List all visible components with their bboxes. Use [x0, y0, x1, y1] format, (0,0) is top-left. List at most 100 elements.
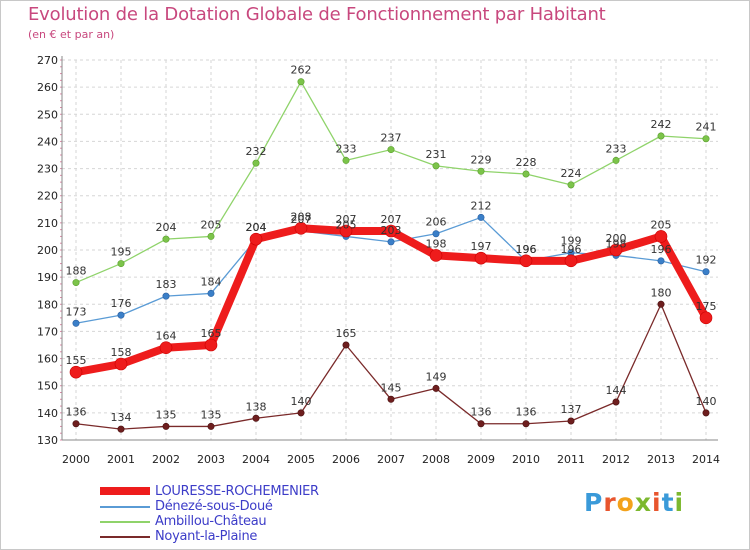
proxiti-logo: Proxiti: [584, 488, 684, 517]
y-tick-label-270: 270: [37, 54, 58, 67]
logo-letter: t: [661, 488, 675, 517]
data-label-ambillou-ch-teau-2013: 242: [651, 118, 672, 131]
data-point-d-nez-sous-dou--2002: [162, 292, 170, 300]
y-tick-label-150: 150: [37, 380, 58, 393]
data-label-ambillou-ch-teau-2005: 262: [291, 64, 312, 77]
data-label-louresse-rochemenier-2005: 208: [291, 210, 312, 223]
x-tick-label-2007: 2007: [377, 453, 405, 466]
data-label-noyant-la-plaine-2014: 140: [696, 395, 717, 408]
data-point-louresse-rochemenier-2008: [429, 249, 443, 262]
logo-letter: i: [652, 488, 662, 517]
data-point-ambillou-ch-teau-2001: [117, 260, 125, 268]
y-tick-label-200: 200: [37, 244, 58, 257]
data-point-noyant-la-plaine-2008: [432, 384, 440, 392]
logo-letter: o: [616, 488, 635, 517]
data-point-louresse-rochemenier-2000: [69, 365, 83, 379]
data-point-louresse-rochemenier-2006: [339, 224, 353, 238]
y-tick-label-140: 140: [37, 407, 58, 420]
data-label-ambillou-ch-teau-2009: 229: [471, 153, 492, 166]
data-point-ambillou-ch-teau-2008: [432, 162, 440, 170]
data-label-noyant-la-plaine-2013: 180: [651, 286, 672, 299]
data-label-noyant-la-plaine-2012: 144: [606, 384, 627, 397]
data-point-noyant-la-plaine-2011: [567, 417, 575, 425]
y-tick-label-130: 130: [37, 434, 58, 447]
data-label-ambillou-ch-teau-2014: 241: [696, 121, 717, 134]
data-point-louresse-rochemenier-2004: [249, 232, 263, 246]
data-label-d-nez-sous-dou--2010: 196: [516, 243, 537, 256]
data-point-ambillou-ch-teau-2009: [477, 167, 485, 175]
data-point-noyant-la-plaine-2010: [522, 420, 530, 428]
data-point-louresse-rochemenier-2011: [564, 254, 578, 268]
legend-swatch-deneze: [100, 506, 150, 508]
data-label-noyant-la-plaine-2001: 134: [111, 411, 132, 424]
data-label-louresse-rochemenier-2003: 165: [201, 327, 222, 340]
data-label-louresse-rochemenier-2011: 196: [561, 243, 582, 256]
data-label-louresse-rochemenier-2001: 158: [111, 346, 132, 359]
data-point-d-nez-sous-dou--2007: [387, 238, 395, 246]
data-point-ambillou-ch-teau-2005: [297, 78, 305, 86]
x-tick-label-2001: 2001: [107, 453, 135, 466]
x-tick-label-2011: 2011: [557, 453, 585, 466]
data-point-louresse-rochemenier-2005: [294, 221, 308, 235]
data-label-noyant-la-plaine-2005: 140: [291, 395, 312, 408]
data-label-noyant-la-plaine-2008: 149: [426, 370, 447, 383]
data-label-ambillou-ch-teau-2008: 231: [426, 148, 447, 161]
axes: 130 140 150 160 170 180 190 200 210 220 230 240 250 2…: [37, 54, 720, 466]
data-point-noyant-la-plaine-2014: [702, 409, 710, 417]
data-point-ambillou-ch-teau-2003: [207, 232, 215, 240]
y-tick-label-240: 240: [37, 135, 58, 148]
x-tick-label-2008: 2008: [422, 453, 450, 466]
data-label-louresse-rochemenier-2013: 205: [651, 218, 672, 231]
data-point-ambillou-ch-teau-2013: [657, 132, 665, 140]
data-label-noyant-la-plaine-2009: 136: [471, 406, 492, 419]
data-point-noyant-la-plaine-2000: [72, 420, 80, 428]
logo-letter: i: [674, 488, 685, 517]
data-point-ambillou-ch-teau-2011: [567, 181, 575, 189]
data-label-ambillou-ch-teau-2011: 224: [561, 167, 582, 180]
data-point-d-nez-sous-dou--2009: [477, 213, 485, 221]
data-point-louresse-rochemenier-2013: [654, 230, 668, 243]
data-label-d-nez-sous-dou--2012: 198: [606, 237, 627, 250]
legend-swatch-ambillou: [100, 521, 150, 523]
data-label-d-nez-sous-dou--2009: 212: [471, 199, 492, 212]
data-label-louresse-rochemenier-2012: 200: [606, 232, 627, 245]
y-tick-label-220: 220: [37, 190, 58, 203]
series: [69, 78, 713, 433]
chart-subtitle: (en € et par an): [28, 28, 115, 41]
data-label-ambillou-ch-teau-2010: 228: [516, 156, 537, 169]
x-tick-label-2005: 2005: [287, 453, 315, 466]
legend-label-louresse: LOURESSE-ROCHEMENIER: [155, 484, 319, 499]
data-point-noyant-la-plaine-2004: [252, 414, 260, 422]
logo-letter: P: [584, 488, 604, 517]
x-tick-label-2000: 2000: [62, 453, 90, 466]
y-tick-label-230: 230: [37, 163, 58, 176]
x-tick-label-2013: 2013: [647, 453, 675, 466]
legend-label-deneze: Dénezé-sous-Doué: [155, 499, 273, 514]
grid: [62, 59, 718, 440]
data-label-d-nez-sous-dou--2006: 205: [336, 218, 357, 231]
data-point-louresse-rochemenier-2009: [474, 251, 488, 265]
legend-label-ambillou: Ambillou-Château: [155, 514, 267, 529]
data-label-noyant-la-plaine-2002: 135: [156, 408, 177, 421]
data-label-ambillou-ch-teau-2000: 188: [66, 265, 87, 278]
y-tick-label-180: 180: [37, 298, 58, 311]
data-label-noyant-la-plaine-2006: 165: [336, 327, 357, 340]
data-label-d-nez-sous-dou--2008: 206: [426, 216, 447, 229]
y-tick-label-210: 210: [37, 217, 58, 230]
data-point-louresse-rochemenier-2012: [609, 243, 623, 257]
data-point-ambillou-ch-teau-2000: [72, 279, 80, 287]
data-point-noyant-la-plaine-2001: [117, 425, 125, 433]
data-labels: 136 134 135 135 138 140 165 145 149 136 136 137 144 1…: [66, 64, 717, 424]
data-point-ambillou-ch-teau-2014: [702, 135, 710, 143]
data-label-louresse-rochemenier-2009: 197: [471, 240, 492, 253]
data-label-louresse-rochemenier-2004: 204: [246, 221, 267, 234]
data-point-louresse-rochemenier-2007: [384, 224, 398, 238]
data-label-louresse-rochemenier-2008: 198: [426, 237, 447, 250]
y-tick-label-190: 190: [37, 271, 58, 284]
legend-swatch-noyant: [100, 536, 150, 538]
data-label-d-nez-sous-dou--2013: 196: [651, 243, 672, 256]
y-tick-label-160: 160: [37, 353, 58, 366]
data-label-ambillou-ch-teau-2004: 232: [246, 145, 267, 158]
data-label-louresse-rochemenier-2010: 196: [516, 243, 537, 256]
